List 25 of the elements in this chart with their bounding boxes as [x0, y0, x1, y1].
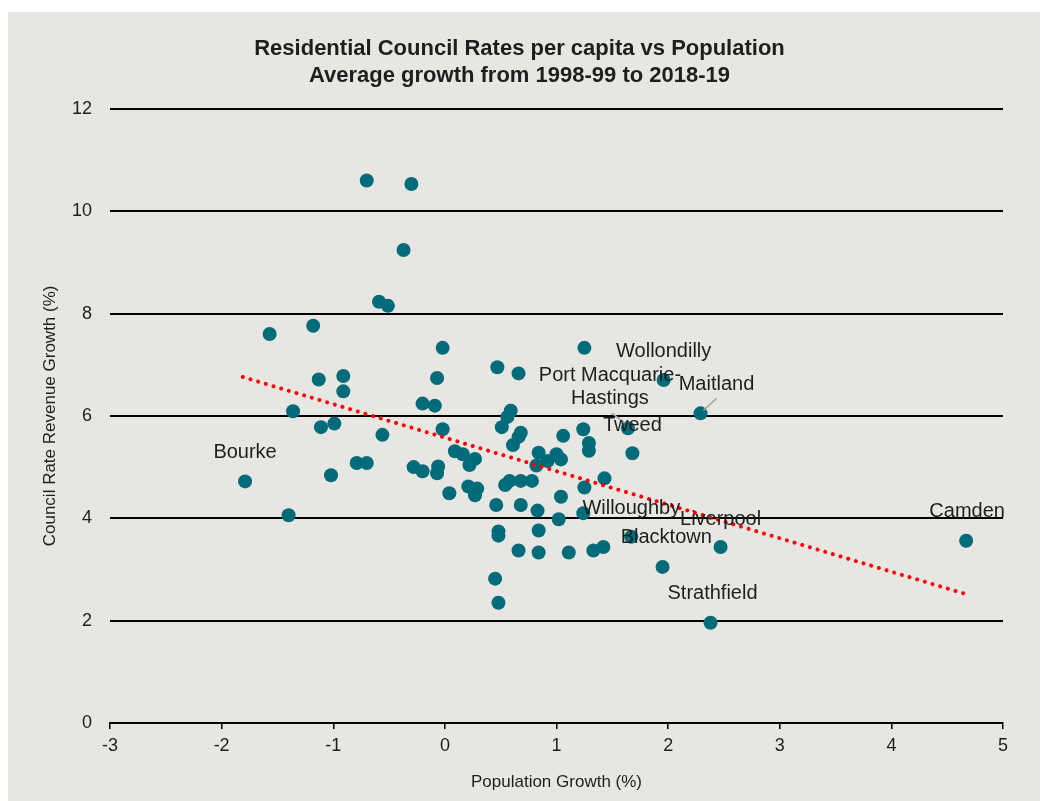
annotation: Bourke — [213, 439, 277, 462]
y-tick-label: 8 — [81, 302, 92, 323]
y-tick-label: 2 — [81, 609, 92, 630]
x-tick-label: 0 — [439, 734, 450, 755]
y-axis-title: Council Rate Revenue Growth (%) — [39, 285, 59, 547]
x-tick-label: 4 — [886, 734, 897, 755]
annotation: Strathfield — [667, 581, 758, 604]
y-tick-label: 6 — [81, 404, 92, 425]
y-tick-label: 4 — [81, 507, 92, 528]
x-tick-label: 3 — [774, 734, 785, 755]
chart-title: Residential Council Rates per capita vs Population — [254, 35, 785, 61]
y-tick-label: 12 — [71, 97, 92, 118]
x-tick-label: -3 — [101, 734, 119, 755]
x-tick-label: 5 — [997, 734, 1009, 755]
x-axis-title: Population Growth (%) — [470, 772, 643, 792]
chart-subtitle: Average growth from 1998-99 to 2018-19 — [308, 61, 731, 87]
x-tick-label: 2 — [663, 734, 674, 755]
x-tick-label: -2 — [213, 734, 230, 755]
x-tick-label: 1 — [551, 734, 562, 755]
annotation: Camden — [929, 499, 1005, 522]
annotation: Tweed — [602, 412, 662, 435]
y-tick-label: 10 — [71, 200, 92, 221]
annotation: Wollondilly — [616, 338, 712, 361]
y-tick-label: 0 — [81, 711, 92, 732]
x-tick-label: -1 — [325, 734, 342, 755]
